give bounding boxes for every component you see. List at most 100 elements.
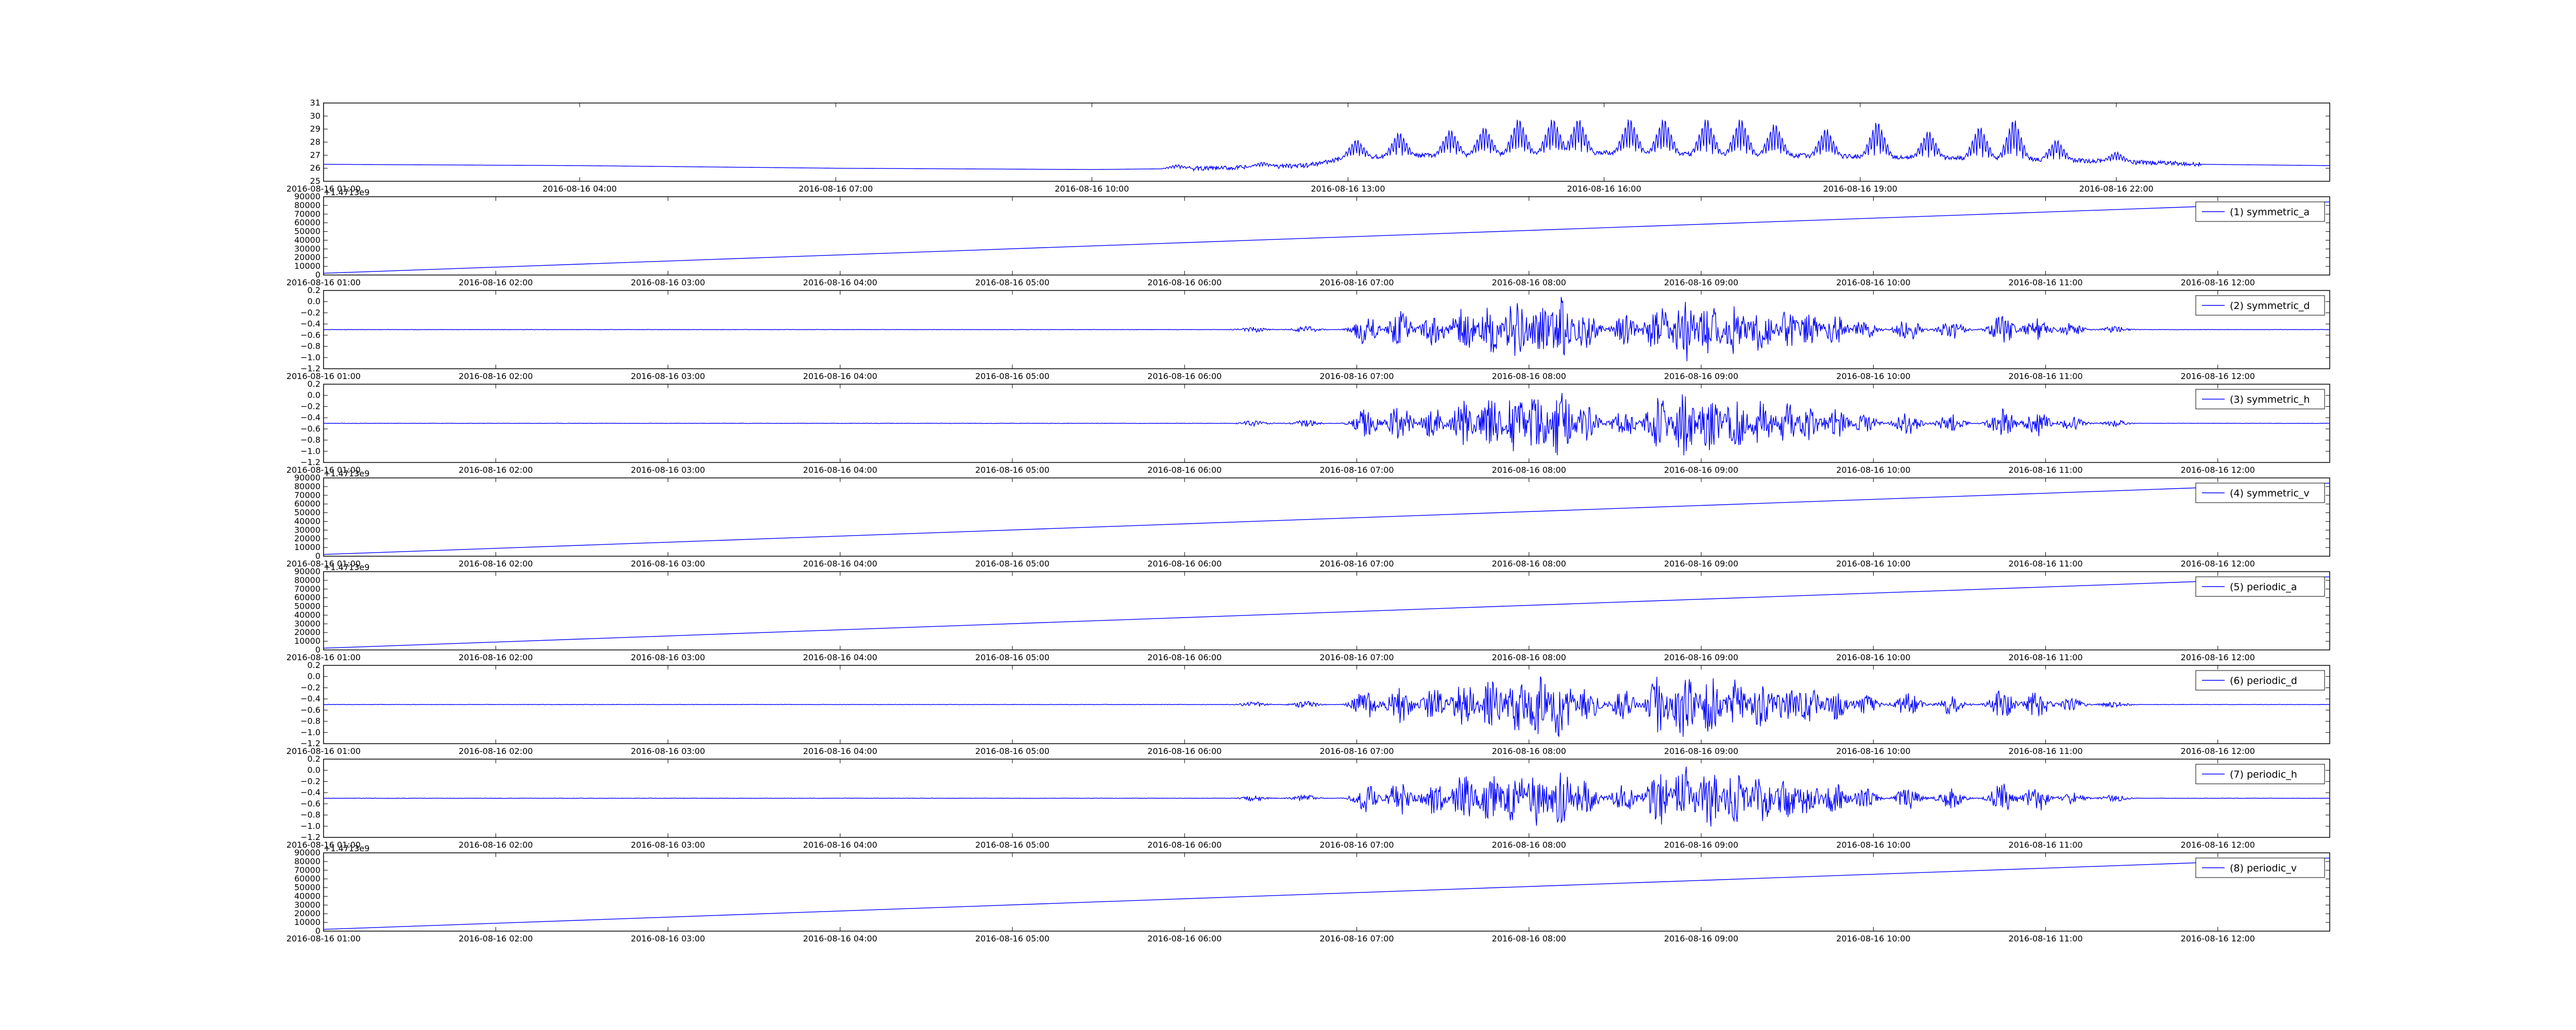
axis-offset-label: +1.4713e9 (324, 844, 369, 853)
x-tick-label: 2016-08-16 06:00 (1147, 278, 1222, 287)
y-tick-label: −1.0 (300, 446, 320, 456)
y-tick-label: 27 (310, 150, 320, 160)
legend-label: (7) periodic_h (2230, 769, 2297, 780)
series-line (324, 119, 2330, 172)
x-tick-label: 2016-08-16 07:00 (1319, 371, 1394, 381)
x-tick-label: 2016-08-16 09:00 (1664, 653, 1738, 662)
y-tick-label: 30000 (294, 619, 320, 628)
y-tick-label: 90000 (294, 848, 320, 857)
x-tick-label: 2016-08-16 06:00 (1147, 465, 1222, 475)
y-tick-label: −1.0 (300, 727, 320, 737)
y-tick-label: 10000 (294, 636, 320, 646)
legend-label: (6) periodic_d (2230, 675, 2297, 686)
series-line (323, 766, 2330, 827)
panel-1: 25 26 27 28 29 30 31 2016-08-16 01:00 2016-08-16… (286, 98, 2330, 194)
y-tick-label: 70000 (294, 865, 320, 875)
x-tick-label: 2016-08-16 08:00 (1492, 559, 1566, 569)
axes-frame (323, 477, 2330, 557)
x-tick-label: 2016-08-16 11:00 (2008, 840, 2082, 850)
panel-6: 0100002000030000400005000060000700008000… (286, 562, 2330, 662)
x-tick-label: 2016-08-16 04:00 (803, 653, 877, 662)
x-tick-label: 2016-08-16 12:00 (2181, 371, 2255, 381)
y-tick-label: −0.6 (300, 799, 320, 809)
x-tick-label: 2016-08-16 01:00 (286, 934, 361, 943)
y-tick-label: 0 (315, 926, 320, 936)
y-tick-label: 25 (310, 176, 320, 186)
y-tick-label: −0.8 (300, 435, 320, 445)
y-tick-label: 30000 (294, 525, 320, 535)
x-tick-label: 2016-08-16 02:00 (459, 465, 533, 475)
x-tick-label: 2016-08-16 10:00 (1836, 371, 1910, 381)
x-tick-label: 2016-08-16 08:00 (1492, 465, 1566, 475)
x-tick-label: 2016-08-16 08:00 (1492, 278, 1566, 287)
x-tick-label: 2016-08-16 06:00 (1147, 934, 1222, 943)
y-tick-label: 30000 (294, 900, 320, 909)
x-tick-label: 2016-08-16 05:00 (975, 278, 1049, 287)
series-line (323, 297, 2330, 362)
y-tick-label: 0.0 (308, 297, 320, 306)
x-tick-label: 2016-08-16 12:00 (2181, 934, 2255, 943)
legend: (6) periodic_d (2195, 670, 2325, 691)
x-tick-label: 2016-08-16 10:00 (1836, 934, 1910, 943)
x-tick-label: 2016-08-16 01:00 (286, 465, 361, 475)
y-tick-label: 90000 (294, 192, 320, 201)
y-tick-label: 20000 (294, 534, 320, 543)
legend: (4) symmetric_v (2195, 483, 2325, 503)
y-tick-label: −0.2 (300, 401, 320, 411)
y-tick-label: 60000 (294, 874, 320, 884)
x-tick-label: 2016-08-16 22:00 (2079, 184, 2154, 194)
axis-offset-label: +1.4713e9 (324, 469, 369, 478)
y-tick-label: 50000 (294, 227, 320, 236)
y-tick-label: 0 (315, 645, 320, 655)
x-tick-label: 2016-08-16 10:00 (1836, 278, 1910, 287)
y-tick-label: 10000 (294, 917, 320, 927)
x-tick-label: 2016-08-16 10:00 (1836, 840, 1910, 850)
x-tick-label: 2016-08-16 08:00 (1492, 653, 1566, 662)
legend: (2) symmetric_d (2195, 295, 2325, 316)
x-tick-label: 2016-08-16 02:00 (459, 746, 533, 756)
legend-box (2195, 201, 2325, 222)
y-tick-label: 0 (315, 551, 320, 561)
y-tick-label: 26 (310, 163, 320, 173)
y-tick-label: 80000 (294, 575, 320, 585)
x-tick-label: 2016-08-16 10:00 (1055, 184, 1129, 194)
y-tick-label: 0.0 (308, 390, 320, 400)
legend-label: (1) symmetric_a (2230, 207, 2310, 218)
y-tick-label: 20000 (294, 627, 320, 637)
y-tick-label: −0.6 (300, 424, 320, 434)
x-tick-label: 2016-08-16 05:00 (975, 653, 1049, 662)
x-tick-label: 2016-08-16 03:00 (631, 559, 705, 569)
axes-frame (323, 196, 2330, 276)
x-tick-label: 2016-08-16 11:00 (2008, 934, 2082, 943)
series-line (323, 857, 2330, 930)
y-tick-label: 30000 (294, 244, 320, 253)
y-tick-label: −0.8 (300, 716, 320, 726)
x-tick-label: 2016-08-16 03:00 (631, 371, 705, 381)
x-tick-label: 2016-08-16 09:00 (1664, 559, 1738, 569)
y-tick-label: 50000 (294, 508, 320, 518)
x-tick-label: 2016-08-16 12:00 (2181, 840, 2255, 850)
y-tick-label: −0.6 (300, 330, 320, 340)
panel-7: −1.2 −1.0−0.8−0.6 −0.4 −0.20.0 0.2 2016-08-16… (286, 660, 2330, 756)
x-tick-label: 2016-08-16 05:00 (975, 465, 1049, 475)
y-tick-label: −0.8 (300, 810, 320, 820)
x-tick-label: 2016-08-16 13:00 (1311, 184, 1385, 194)
y-tick-label: −0.6 (300, 705, 320, 715)
x-tick-label: 2016-08-16 07:00 (799, 184, 873, 194)
x-tick-label: 2016-08-16 09:00 (1664, 465, 1738, 475)
axis-offset-label: +1.4713e9 (324, 562, 369, 572)
x-tick-label: 2016-08-16 10:00 (1836, 465, 1910, 475)
y-tick-label: 0.0 (308, 765, 320, 775)
x-tick-label: 2016-08-16 04:00 (803, 371, 877, 381)
x-tick-label: 2016-08-16 11:00 (2008, 653, 2082, 662)
y-tick-label: 0.2 (308, 660, 320, 670)
y-tick-label: 80000 (294, 200, 320, 210)
x-tick-label: 2016-08-16 05:00 (975, 559, 1049, 569)
x-tick-label: 2016-08-16 01:00 (286, 746, 361, 756)
x-tick-label: 2016-08-16 04:00 (803, 559, 877, 569)
y-tick-label: 0.2 (308, 379, 320, 389)
y-tick-label: −1.2 (300, 832, 320, 842)
legend-label: (5) periodic_a (2230, 581, 2297, 593)
x-tick-label: 2016-08-16 11:00 (2008, 746, 2082, 756)
x-tick-label: 2016-08-16 08:00 (1492, 746, 1566, 756)
